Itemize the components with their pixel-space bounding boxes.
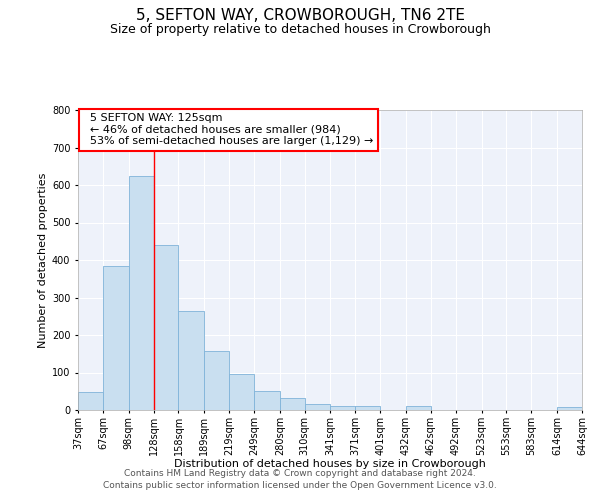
Bar xyxy=(178,310,204,410)
Bar xyxy=(254,390,280,410)
Bar xyxy=(103,266,128,410)
Bar xyxy=(229,374,254,410)
Text: Contains HM Land Registry data © Crown copyright and database right 2024.
Contai: Contains HM Land Registry data © Crown c… xyxy=(103,469,497,490)
X-axis label: Distribution of detached houses by size in Crowborough: Distribution of detached houses by size … xyxy=(174,459,486,469)
Bar xyxy=(78,392,103,410)
Bar xyxy=(154,245,178,410)
Text: 5 SEFTON WAY: 125sqm
  ← 46% of detached houses are smaller (984)
  53% of semi-: 5 SEFTON WAY: 125sqm ← 46% of detached h… xyxy=(83,113,373,146)
Bar xyxy=(204,351,229,410)
Bar xyxy=(557,407,582,410)
Bar xyxy=(305,404,331,410)
Text: 5, SEFTON WAY, CROWBOROUGH, TN6 2TE: 5, SEFTON WAY, CROWBOROUGH, TN6 2TE xyxy=(136,8,464,22)
Y-axis label: Number of detached properties: Number of detached properties xyxy=(38,172,47,348)
Text: Size of property relative to detached houses in Crowborough: Size of property relative to detached ho… xyxy=(110,22,490,36)
Bar xyxy=(355,406,380,410)
Bar xyxy=(406,406,431,410)
Bar xyxy=(280,398,305,410)
Bar xyxy=(331,406,355,410)
Bar xyxy=(128,176,154,410)
